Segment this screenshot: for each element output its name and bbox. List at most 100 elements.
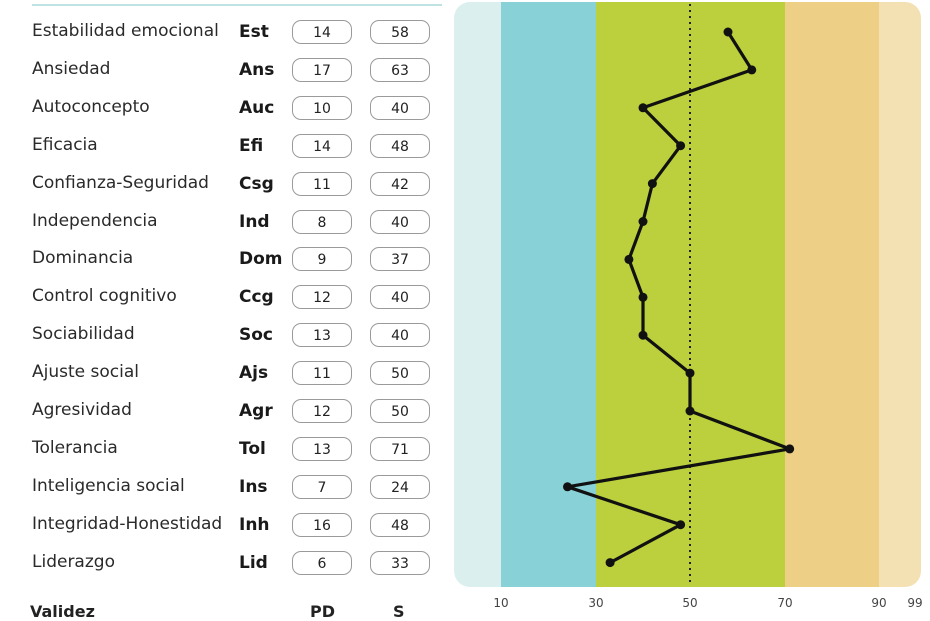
scale-row: Ajuste social Ajs 11 50 [0, 361, 450, 400]
scale-name: Tolerancia [32, 437, 118, 458]
point-Auc [638, 103, 648, 113]
scale-row: Control cognitivo Ccg 12 40 [0, 285, 450, 324]
x-tick-label: 10 [493, 596, 509, 610]
scale-abbr: Soc [239, 325, 273, 346]
scale-name: Integridad-Honestidad [32, 513, 223, 534]
scale-row: Dominancia Dom 9 37 [0, 247, 450, 286]
scale-name: Ansiedad [32, 58, 111, 79]
scale-row: Inteligencia social Ins 7 24 [0, 474, 450, 514]
point-Dom [624, 254, 634, 264]
scale-name: Estabilidad emocional [32, 21, 219, 41]
percentile-bands [454, 2, 921, 587]
pd-score: 14 [292, 20, 352, 44]
profile-points [563, 27, 795, 568]
point-Agr [685, 406, 695, 416]
pd-score: 10 [292, 95, 352, 120]
pd-score: 13 [292, 436, 352, 461]
scale-name: Agresividad [32, 400, 132, 420]
scale-name: Eficacia [32, 134, 98, 155]
x-tick-label: 50 [682, 596, 698, 610]
validez-label: Validez [30, 602, 95, 621]
header-divider [32, 4, 442, 6]
s-score: 40 [370, 209, 430, 234]
s-header: S [393, 602, 405, 621]
scale-row: Ansiedad Ans 17 63 [0, 57, 450, 97]
s-score: 50 [370, 361, 430, 386]
x-tick-label: 99 [907, 596, 923, 610]
pd-score: 9 [292, 247, 352, 272]
scale-row: Sociabilidad Soc 13 40 [0, 323, 450, 362]
pd-header: PD [310, 602, 336, 621]
s-score: 40 [370, 285, 430, 310]
scale-name: Control cognitivo [32, 286, 177, 307]
x-tick-label: 30 [588, 596, 604, 610]
scale-abbr: Ind [239, 211, 270, 232]
scale-abbr: Ajs [239, 363, 269, 384]
s-score: 37 [370, 247, 430, 272]
point-Efi [676, 141, 686, 151]
s-score: 48 [370, 133, 430, 158]
scale-row: Agresividad Agr 12 50 [0, 399, 450, 438]
scale-row: Tolerancia Tol 13 71 [0, 436, 450, 476]
scale-abbr: Agr [239, 401, 273, 421]
scale-abbr: Ccg [239, 287, 274, 308]
point-Inh [676, 520, 686, 530]
pd-score: 13 [292, 323, 352, 348]
scale-row: Autoconcepto Auc 10 40 [0, 95, 450, 135]
point-Ins [563, 482, 572, 492]
s-score: 48 [370, 512, 430, 537]
scale-name: Confianza-Seguridad [32, 172, 209, 193]
x-tick-label: 70 [777, 596, 793, 610]
scale-name: Autoconcepto [32, 96, 150, 117]
band-90-99 [879, 2, 921, 587]
s-score: 33 [370, 550, 430, 575]
pd-score: 16 [292, 512, 352, 537]
scale-row: Eficacia Efi 14 48 [0, 133, 450, 173]
scale-abbr: Tol [239, 438, 266, 459]
pd-score: 12 [292, 285, 352, 310]
point-Est [723, 27, 733, 37]
scale-row: Estabilidad emocional Est 14 58 [0, 20, 450, 59]
scale-name: Liderazgo [32, 551, 115, 572]
scale-name: Independencia [32, 210, 158, 231]
point-Ans [747, 65, 757, 75]
point-Soc [638, 330, 648, 340]
s-score: 40 [370, 95, 430, 120]
point-Csg [647, 179, 657, 189]
x-tick-label: 90 [871, 596, 887, 610]
point-Ind [638, 217, 648, 226]
scale-name: Inteligencia social [32, 475, 185, 496]
scale-abbr: Auc [239, 97, 275, 118]
s-score: 63 [370, 57, 430, 82]
scale-row: Independencia Ind 8 40 [0, 209, 450, 249]
pd-score: 8 [292, 209, 352, 234]
band-10-30 [501, 2, 596, 587]
band-70-90 [785, 2, 879, 587]
scale-row: Integridad-Honestidad Inh 16 48 [0, 512, 450, 552]
scale-name: Dominancia [32, 248, 134, 269]
scale-abbr: Csg [239, 173, 274, 194]
point-Ajs [685, 368, 695, 378]
band-30-70 [596, 2, 785, 587]
scale-name: Ajuste social [32, 362, 139, 383]
scale-row: Confianza-Seguridad Csg 11 42 [0, 171, 450, 211]
point-Tol [785, 444, 795, 454]
s-score: 42 [370, 171, 430, 196]
scale-abbr: Inh [239, 514, 270, 535]
scale-name: Sociabilidad [32, 324, 135, 345]
scale-abbr: Ans [239, 59, 275, 80]
point-Lid [605, 558, 615, 568]
pd-score: 17 [292, 57, 352, 82]
s-score: 24 [370, 474, 430, 499]
s-score: 50 [370, 399, 430, 423]
scale-abbr: Lid [239, 552, 268, 573]
s-score: 71 [370, 436, 430, 461]
pd-score: 11 [292, 171, 352, 196]
s-score: 40 [370, 323, 430, 348]
pd-score: 12 [292, 399, 352, 423]
pd-score: 6 [292, 550, 352, 575]
scale-abbr: Ins [239, 476, 268, 497]
band-1-10 [454, 2, 501, 587]
s-score: 58 [370, 20, 430, 44]
